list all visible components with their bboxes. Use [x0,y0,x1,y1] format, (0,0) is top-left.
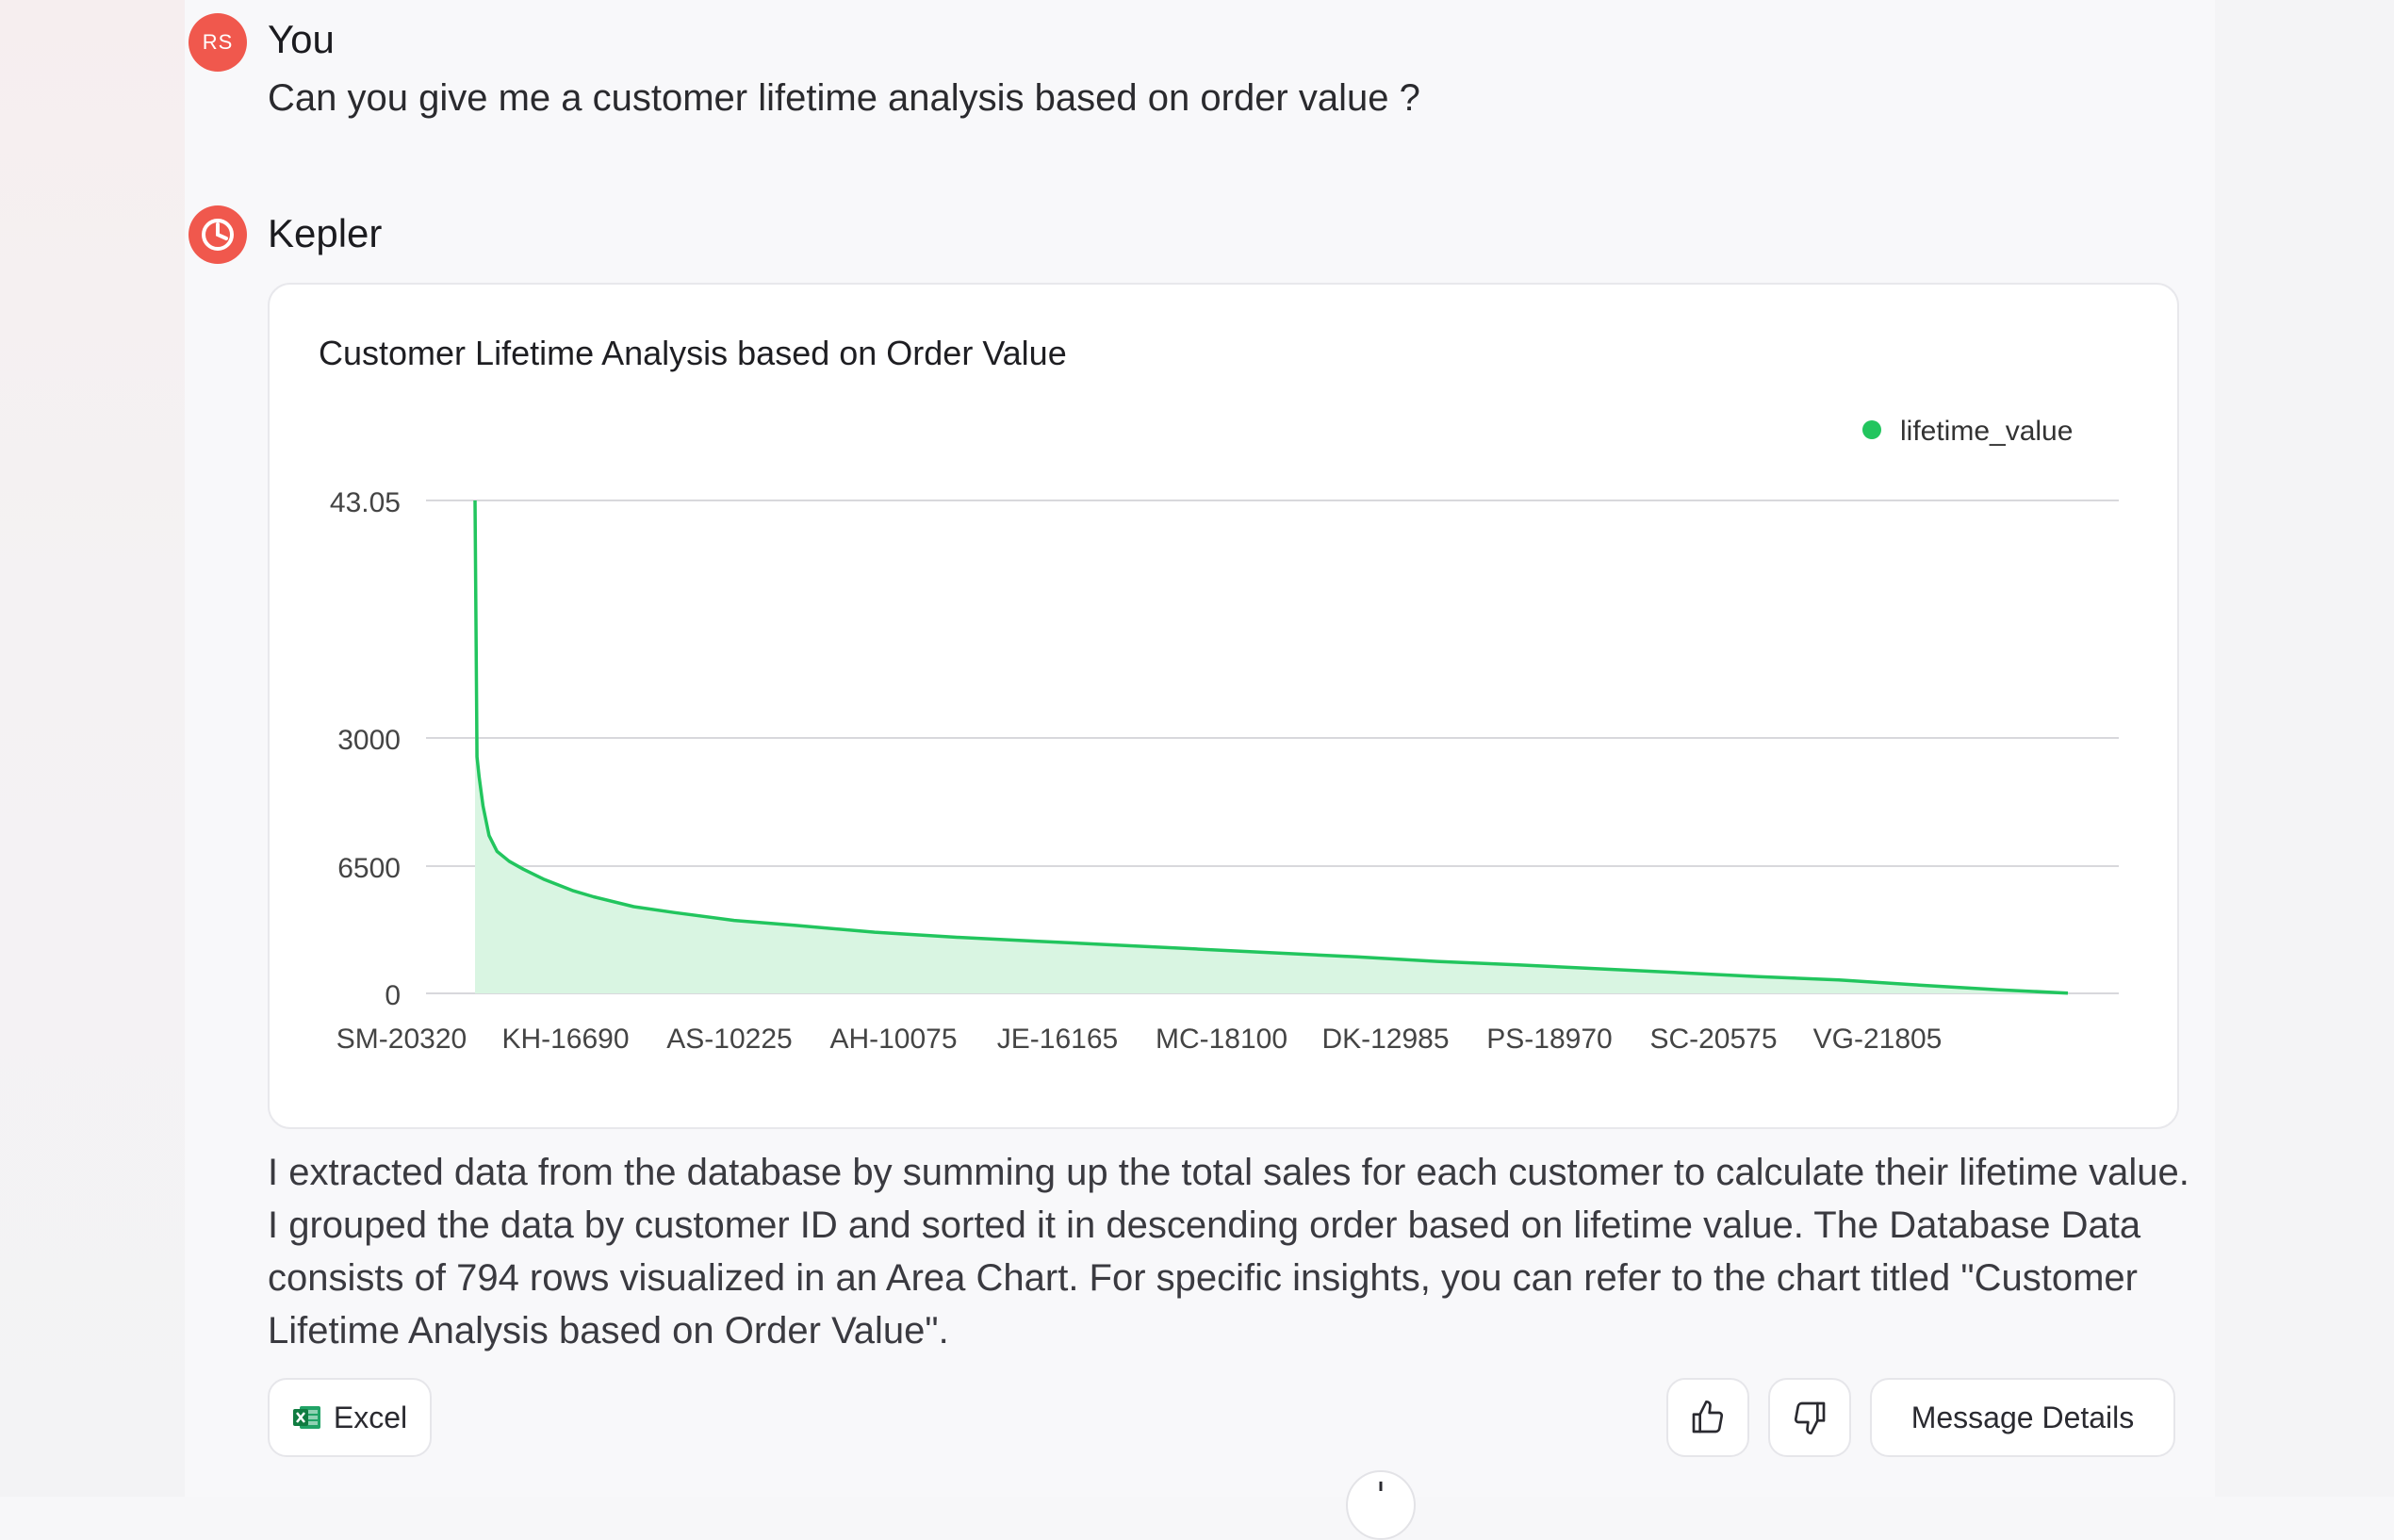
thumbs-down-button[interactable] [1768,1378,1851,1457]
chart-card: Customer Lifetime Analysis based on Orde… [268,283,2179,1129]
x-tick-label: PS-18970 [1486,1024,1612,1055]
y-tick-label: 43.05 [330,487,401,518]
x-tick-label: MC-18100 [1156,1024,1287,1055]
user-message: Can you give me a customer lifetime anal… [268,77,1420,119]
user-name: You [268,17,335,61]
excel-label: Excel [333,1400,408,1434]
kepler-logo-icon [202,219,234,251]
area-fill [475,500,2068,993]
y-tick-label: 0 [385,980,401,1011]
thumbs-up-icon [1692,1401,1724,1434]
thumbs-down-icon [1794,1401,1826,1434]
assistant-answer: I extracted data from the database by su… [268,1152,2189,1352]
user-initials: RS [202,30,234,54]
right-panel [2215,0,2394,1497]
y-tick-label: 6500 [337,853,401,884]
excel-icon [292,1406,320,1429]
excel-button[interactable]: Excel [268,1378,432,1457]
area-chart: 0 6500 3000 43.05 SM-20320 KH-16690 AS-10225 AH… [330,416,2119,1055]
user-avatar: RS [189,13,247,72]
left-panel [0,0,185,1497]
message-details-label: Message Details [1910,1400,2135,1434]
y-tick-label: 3000 [337,725,401,756]
scroll-down-button[interactable] [1346,1470,1416,1540]
kepler-avatar [189,205,247,264]
x-tick-label: JE-16165 [997,1024,1118,1055]
chart-title: Customer Lifetime Analysis based on Orde… [319,334,1067,372]
chat-area: RS You Can you give me a customer lifeti… [185,0,2215,1540]
legend-label: lifetime_value [1900,416,2073,447]
message-details-button[interactable]: Message Details [1870,1378,2175,1457]
series-line [473,500,2069,995]
arrow-down-icon [1379,1482,1383,1491]
assistant-name: Kepler [268,211,383,255]
x-tick-label: VG-21805 [1813,1024,1943,1055]
x-tick-label: KH-16690 [501,1024,629,1055]
x-tick-label: SM-20320 [336,1024,467,1055]
thumbs-up-button[interactable] [1666,1378,1749,1457]
x-tick-label: DK-12985 [1321,1024,1449,1055]
x-tick-label: AH-10075 [829,1024,957,1055]
x-tick-label: SC-20575 [1649,1024,1777,1055]
legend-marker [1862,420,1881,439]
x-tick-label: AS-10225 [666,1024,792,1055]
